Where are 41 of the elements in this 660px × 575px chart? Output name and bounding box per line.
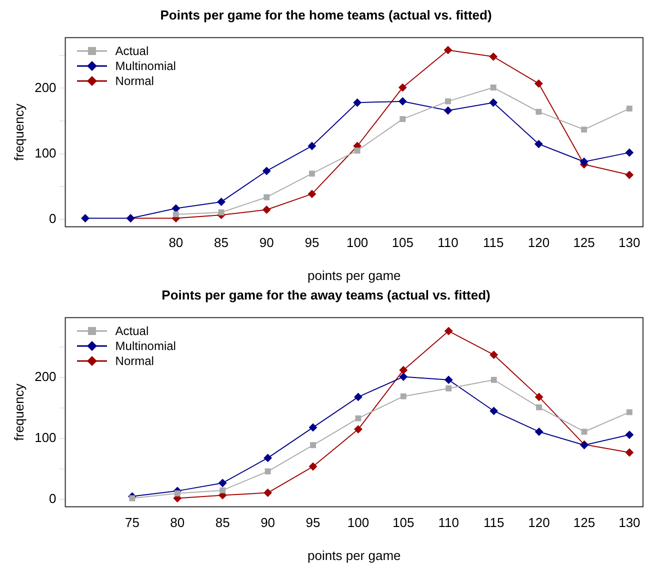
x-tick-label: 90 [259, 235, 274, 250]
x-tick-label: 130 [618, 515, 640, 530]
x-tick-label: 80 [170, 515, 185, 530]
legend-label: Normal [115, 74, 154, 89]
x-axis-title: points per game [308, 548, 401, 563]
chart-title: Points per game for the away teams (actual vs. fitted) [162, 287, 490, 302]
y-axis-title: frequency [11, 383, 26, 441]
x-tick-label: 95 [306, 515, 320, 530]
legend-label: Multinomial [115, 58, 176, 74]
x-tick-label: 125 [573, 515, 596, 530]
y-tick-label: 200 [34, 368, 56, 384]
x-tick-label: 90 [260, 515, 276, 530]
x-tick-label: 110 [438, 235, 458, 250]
legend-label: Multinomial [115, 338, 176, 354]
x-tick-label: 130 [618, 235, 640, 250]
x-tick-label: 105 [392, 515, 414, 530]
chart-title: Points per game for the home teams (actual vs. fitted) [160, 7, 492, 22]
y-axis-title: frequency [11, 103, 26, 161]
x-tick-label: 100 [347, 515, 370, 530]
x-tick-label: 85 [214, 235, 229, 250]
x-tick-label: 120 [528, 515, 550, 530]
x-tick-label: 75 [124, 515, 140, 530]
x-tick-label: 80 [168, 235, 184, 250]
legend-label: Actual [115, 324, 149, 339]
x-tick-label: 110 [438, 515, 459, 530]
y-tick-label: 0 [49, 491, 56, 506]
y-tick-label: 200 [34, 80, 56, 95]
legend-label: Actual [115, 44, 149, 59]
x-tick-label: 125 [573, 235, 595, 250]
x-tick-label: 100 [346, 235, 368, 250]
y-tick-label: 0 [49, 211, 56, 226]
x-tick-label: 105 [392, 235, 414, 250]
x-tick-label: 115 [483, 515, 504, 530]
legend-label: Normal [115, 354, 154, 369]
x-tick-label: 85 [215, 515, 230, 530]
x-tick-label: 120 [528, 235, 550, 250]
y-tick-label: 100 [34, 430, 56, 446]
x-tick-label: 95 [304, 235, 320, 250]
x-tick-label: 115 [482, 235, 504, 250]
y-tick-label: 100 [34, 145, 56, 160]
x-axis-title: points per game [308, 268, 401, 283]
